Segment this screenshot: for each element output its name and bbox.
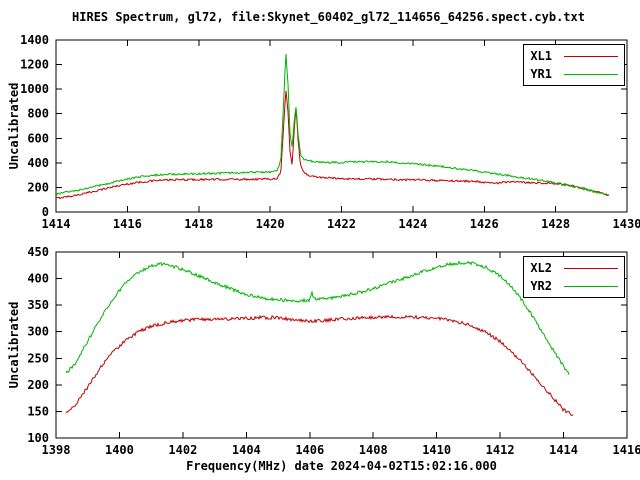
series-line-YR2 — [65, 260, 570, 375]
y-tick-label: 400 — [27, 272, 49, 286]
y-tick-label: 450 — [27, 245, 49, 259]
chart-title: HIRES Spectrum, gl72, file:Skynet_60402_… — [72, 10, 585, 24]
y-tick-label: 600 — [27, 131, 49, 145]
legend-label-yr2: YR2 — [530, 279, 552, 293]
y-tick-label: 1400 — [20, 33, 49, 47]
x-tick-label: 1430 — [613, 217, 640, 231]
y-tick-label: 0 — [42, 205, 49, 219]
x-tick-label: 1424 — [398, 217, 427, 231]
legend-label-xl2: XL2 — [530, 261, 552, 275]
y-tick-label: 400 — [27, 156, 49, 170]
x-tick-label: 1416 — [113, 217, 142, 231]
x-tick-label: 1418 — [184, 217, 213, 231]
legend-entry-xl1: XL1 — [530, 49, 618, 63]
y-tick-label: 1000 — [20, 82, 49, 96]
x-tick-label: 1414 — [549, 443, 578, 457]
plot2-border — [55, 251, 628, 439]
series-line-XL2 — [65, 314, 574, 416]
y-tick-label: 100 — [27, 431, 49, 445]
y-tick-label: 350 — [27, 298, 49, 312]
legend-line-sample-yr1 — [564, 73, 618, 75]
x-tick-label: 1420 — [256, 217, 285, 231]
legend-entry-yr1: YR1 — [530, 67, 618, 81]
x-tick-label: 1428 — [541, 217, 570, 231]
plot2-legend: XL2 YR2 — [523, 256, 625, 298]
plot1-legend: XL1 YR1 — [523, 44, 625, 86]
legend-entry-yr2: YR2 — [530, 279, 618, 293]
y-tick-label: 250 — [27, 351, 49, 365]
legend-line-sample-xl1 — [564, 55, 618, 57]
y-tick-label: 200 — [27, 180, 49, 194]
x-tick-label: 1412 — [486, 443, 515, 457]
legend-label-yr1: YR1 — [530, 67, 552, 81]
y-tick-label: 150 — [27, 404, 49, 418]
x-tick-label: 1398 — [42, 443, 71, 457]
x-tick-label: 1400 — [105, 443, 134, 457]
y-tick-label: 1200 — [20, 58, 49, 72]
series-line-YR1 — [55, 53, 610, 197]
series-line-XL1 — [55, 90, 610, 200]
legend-entry-xl2: XL2 — [530, 261, 618, 275]
x-axis-label: Frequency(MHz) date 2024-04-02T15:02:16.… — [186, 459, 497, 473]
x-tick-label: 1422 — [327, 217, 356, 231]
x-tick-label: 1426 — [470, 217, 499, 231]
legend-label-xl1: XL1 — [530, 49, 552, 63]
y-tick-label: 200 — [27, 378, 49, 392]
x-tick-label: 1414 — [42, 217, 71, 231]
y-tick-label: 300 — [27, 325, 49, 339]
x-tick-label: 1410 — [422, 443, 451, 457]
x-tick-label: 1402 — [168, 443, 197, 457]
x-tick-label: 1404 — [232, 443, 261, 457]
x-tick-label: 1406 — [295, 443, 324, 457]
legend-line-sample-yr2 — [564, 285, 618, 287]
y-tick-label: 800 — [27, 107, 49, 121]
x-tick-label: 1408 — [359, 443, 388, 457]
legend-line-sample-xl2 — [564, 267, 618, 269]
x-tick-label: 1416 — [613, 443, 640, 457]
